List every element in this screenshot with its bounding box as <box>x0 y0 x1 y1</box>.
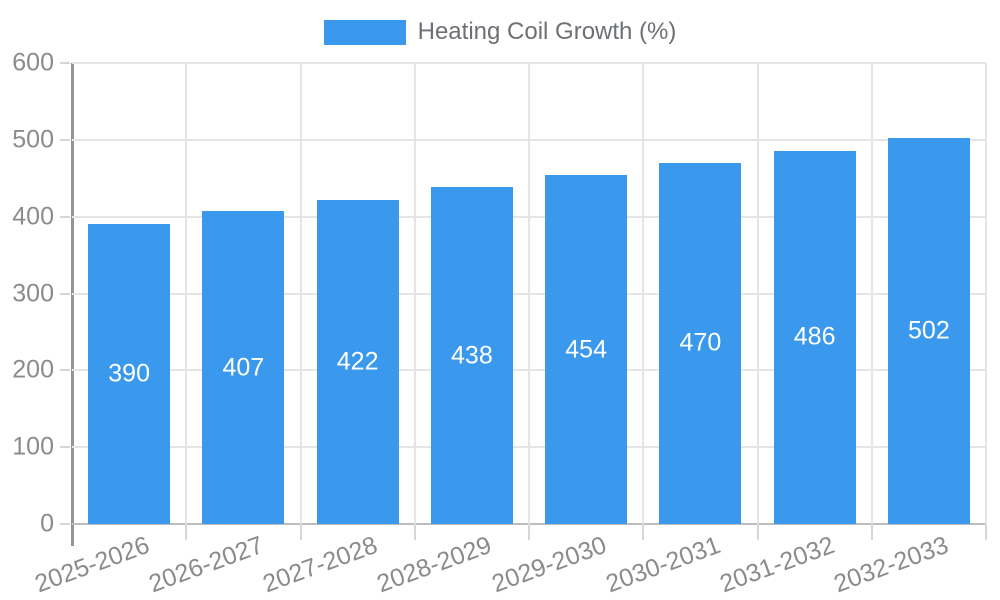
bar-2030-2031[interactable] <box>659 162 742 524</box>
y-tick-mark <box>60 292 70 295</box>
x-tick-mark <box>870 524 873 540</box>
bar-value-label: 438 <box>451 341 493 370</box>
bar-2028-2029[interactable] <box>430 187 513 524</box>
bar-value-label: 422 <box>336 347 379 376</box>
x-tick-mark <box>642 524 645 540</box>
bar-value-label: 486 <box>793 322 836 351</box>
x-tick-label: 2028-2029 <box>373 531 496 599</box>
x-tick-mark <box>985 524 987 540</box>
legend-color-swatch <box>323 19 406 45</box>
y-tick-label: 600 <box>12 48 54 77</box>
y-tick-mark <box>60 523 70 525</box>
y-tick-mark <box>60 215 70 218</box>
x-tick-label: 2032-2033 <box>830 531 953 599</box>
bar-2025-2026[interactable] <box>88 224 171 524</box>
y-axis-line <box>71 63 74 546</box>
x-tick-label: 2026-2027 <box>145 531 267 599</box>
y-tick-label: 0 <box>40 509 54 538</box>
x-tick-mark <box>413 524 416 540</box>
bar-value-label: 502 <box>908 316 950 345</box>
bar-value-label: 407 <box>222 353 265 382</box>
bar-2029-2030[interactable] <box>545 175 628 524</box>
x-tick-mark <box>528 524 530 540</box>
bar-value-label: 390 <box>108 359 150 388</box>
x-tick-label: 2029-2030 <box>487 531 610 599</box>
plot-area: 390 407 422 438 454 470 486 502 <box>60 62 987 546</box>
x-tick-mark <box>299 524 302 540</box>
x-tick-mark <box>185 524 188 540</box>
gridline-x-boundary <box>528 63 530 524</box>
gridline-x-boundary <box>642 63 645 524</box>
bar-2032-2033[interactable] <box>887 138 970 524</box>
y-tick-mark <box>60 62 70 64</box>
bar-2027-2028[interactable] <box>316 199 399 524</box>
y-tick-mark <box>60 138 70 141</box>
y-tick-label: 300 <box>12 279 54 307</box>
gridline-x-boundary <box>870 63 873 524</box>
y-tick-label: 400 <box>12 202 54 231</box>
y-tick-label: 500 <box>12 125 54 154</box>
x-tick-label: 2027-2028 <box>259 531 382 599</box>
y-tick-label: 200 <box>12 355 54 384</box>
gridline-x-boundary <box>413 63 416 524</box>
x-tick-label: 2031-2032 <box>716 531 839 599</box>
bar-value-label: 470 <box>679 328 722 357</box>
y-tick-mark <box>60 446 70 449</box>
x-tick-mark <box>756 524 759 540</box>
legend-label: Heating Coil Growth (%) <box>417 18 677 45</box>
bar-2031-2032[interactable] <box>773 150 856 524</box>
legend-item[interactable]: Heating Coil Growth (%) <box>323 18 677 46</box>
bar-value-label: 454 <box>565 335 607 364</box>
chart-legend: Heating Coil Growth (%) <box>0 18 1000 46</box>
x-tick-label: 2025-2026 <box>30 531 153 599</box>
gridline-x-boundary <box>756 63 759 524</box>
gridline-x-boundary <box>985 63 987 524</box>
bar-2026-2027[interactable] <box>202 211 285 524</box>
x-tick-label: 2030-2031 <box>602 531 724 599</box>
y-tick-label: 100 <box>12 432 54 461</box>
gridline-x-boundary <box>185 63 188 524</box>
y-tick-mark <box>60 369 70 372</box>
gridline-x-boundary <box>299 63 302 524</box>
